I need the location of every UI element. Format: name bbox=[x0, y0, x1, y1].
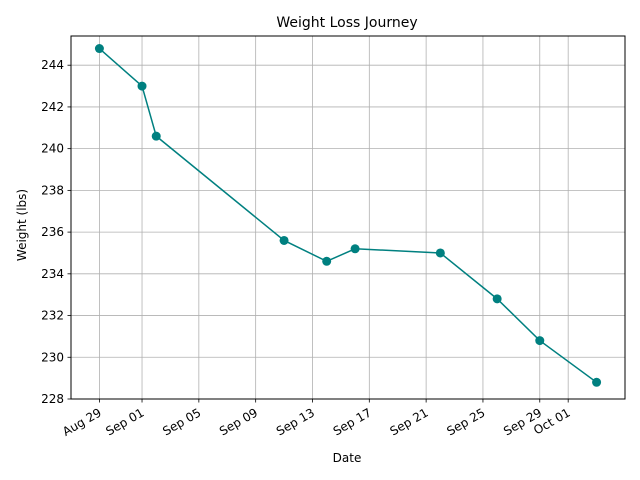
data-point bbox=[151, 131, 161, 141]
data-point bbox=[435, 248, 445, 258]
data-point bbox=[592, 377, 602, 387]
data-point bbox=[350, 244, 360, 254]
y-tick-label: 234 bbox=[41, 267, 64, 281]
y-tick-label: 228 bbox=[41, 392, 64, 406]
data-point bbox=[492, 294, 502, 304]
y-tick-label: 244 bbox=[41, 58, 64, 72]
data-point bbox=[137, 81, 147, 91]
y-axis-label: Weight (lbs) bbox=[15, 189, 29, 261]
data-point bbox=[535, 336, 545, 346]
y-tick-label: 232 bbox=[41, 309, 64, 323]
series bbox=[94, 44, 602, 387]
chart-title: Weight Loss Journey bbox=[276, 15, 417, 31]
data-point bbox=[94, 44, 104, 54]
y-tick-label: 240 bbox=[41, 142, 64, 156]
data-point bbox=[279, 235, 289, 245]
data-point bbox=[322, 256, 332, 266]
x-axis-label: Date bbox=[333, 451, 362, 465]
plot-area-frame bbox=[70, 35, 626, 400]
y-tick-label: 242 bbox=[41, 100, 64, 114]
series-line bbox=[98, 47, 598, 383]
y-tick-label: 230 bbox=[41, 350, 64, 364]
y-tick-label: 238 bbox=[41, 183, 64, 197]
y-tick-label: 236 bbox=[41, 225, 64, 239]
